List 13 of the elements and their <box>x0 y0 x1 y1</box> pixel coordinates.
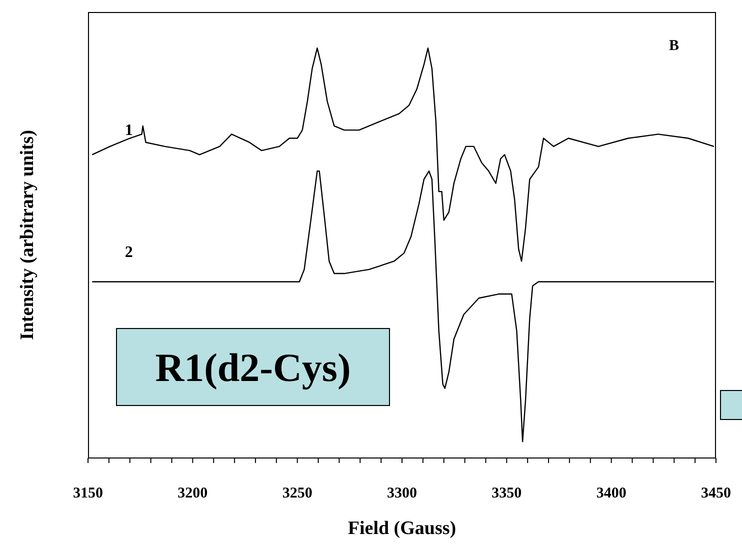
x-tick-label: 3450 <box>701 486 731 502</box>
series-label: 1 <box>124 122 133 140</box>
x-tick-label: 3400 <box>596 486 626 502</box>
x-tick-label: 3150 <box>73 486 103 502</box>
series-label: 2 <box>124 244 133 262</box>
x-tick-label: 3250 <box>282 486 312 502</box>
annotation: R1(d2-Cys) <box>116 328 390 406</box>
x-tick-label: 3200 <box>178 486 208 502</box>
y-axis-title: Intensity (arbitrary units) <box>17 130 39 340</box>
x-axis-title: Field (Gauss) <box>346 518 458 540</box>
x-tick-label: 3300 <box>387 486 417 502</box>
x-tick-label: 3350 <box>492 486 522 502</box>
annotation: B <box>669 38 680 55</box>
